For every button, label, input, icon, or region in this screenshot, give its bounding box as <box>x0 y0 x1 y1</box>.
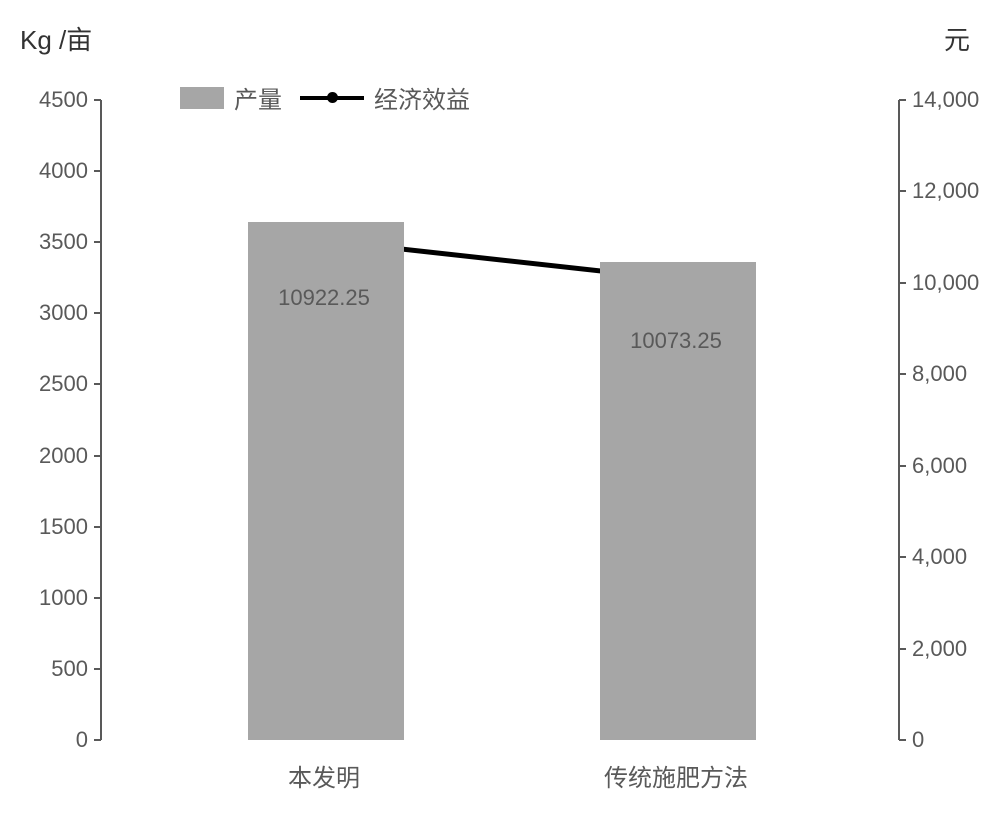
y-right-tick <box>899 99 906 101</box>
y-right-tick <box>899 556 906 558</box>
y-right-tick-label: 12,000 <box>912 178 992 204</box>
y-left-tick-label: 3000 <box>8 300 88 326</box>
y-left-tick <box>94 526 101 528</box>
y-right-tick-label: 6,000 <box>912 453 992 479</box>
y-right-tick <box>899 648 906 650</box>
x-category-label: 传统施肥方法 <box>604 758 748 793</box>
y-left-tick-label: 1000 <box>8 585 88 611</box>
y-left-tick <box>94 312 101 314</box>
y-right-tick-label: 4,000 <box>912 544 992 570</box>
y-left-tick <box>94 170 101 172</box>
y-left-axis-title: Kg /亩 <box>20 20 92 57</box>
y-left-tick <box>94 241 101 243</box>
y-right-tick-label: 14,000 <box>912 87 992 113</box>
y-right-tick <box>899 190 906 192</box>
y-left-tick-label: 500 <box>8 656 88 682</box>
y-left-tick <box>94 455 101 457</box>
y-right-tick-label: 0 <box>912 727 992 753</box>
y-left-tick <box>94 739 101 741</box>
dual-axis-chart: Kg /亩 元 产量 经济效益 <box>0 0 1000 834</box>
x-category-label: 本发明 <box>288 758 360 793</box>
y-left-tick-label: 2500 <box>8 371 88 397</box>
y-left-tick-label: 4500 <box>8 87 88 113</box>
y-left-tick <box>94 99 101 101</box>
y-right-tick <box>899 465 906 467</box>
line-series-svg <box>102 100 902 740</box>
y-left-tick-label: 0 <box>8 727 88 753</box>
y-right-tick-label: 2,000 <box>912 636 992 662</box>
y-right-tick-label: 8,000 <box>912 361 992 387</box>
y-left-tick <box>94 668 101 670</box>
y-right-tick-label: 10,000 <box>912 270 992 296</box>
y-left-tick <box>94 597 101 599</box>
y-right-tick <box>899 739 906 741</box>
y-right-tick <box>899 373 906 375</box>
plot-area <box>100 100 900 740</box>
y-left-tick <box>94 383 101 385</box>
line-data-label: 10073.25 <box>630 328 722 354</box>
y-right-tick <box>899 282 906 284</box>
y-right-axis-title: 元 <box>944 20 970 57</box>
y-left-tick-label: 3500 <box>8 229 88 255</box>
y-left-tick-label: 2000 <box>8 443 88 469</box>
y-left-tick-label: 4000 <box>8 158 88 184</box>
y-left-tick-label: 1500 <box>8 514 88 540</box>
line-data-label: 10922.25 <box>278 285 370 311</box>
